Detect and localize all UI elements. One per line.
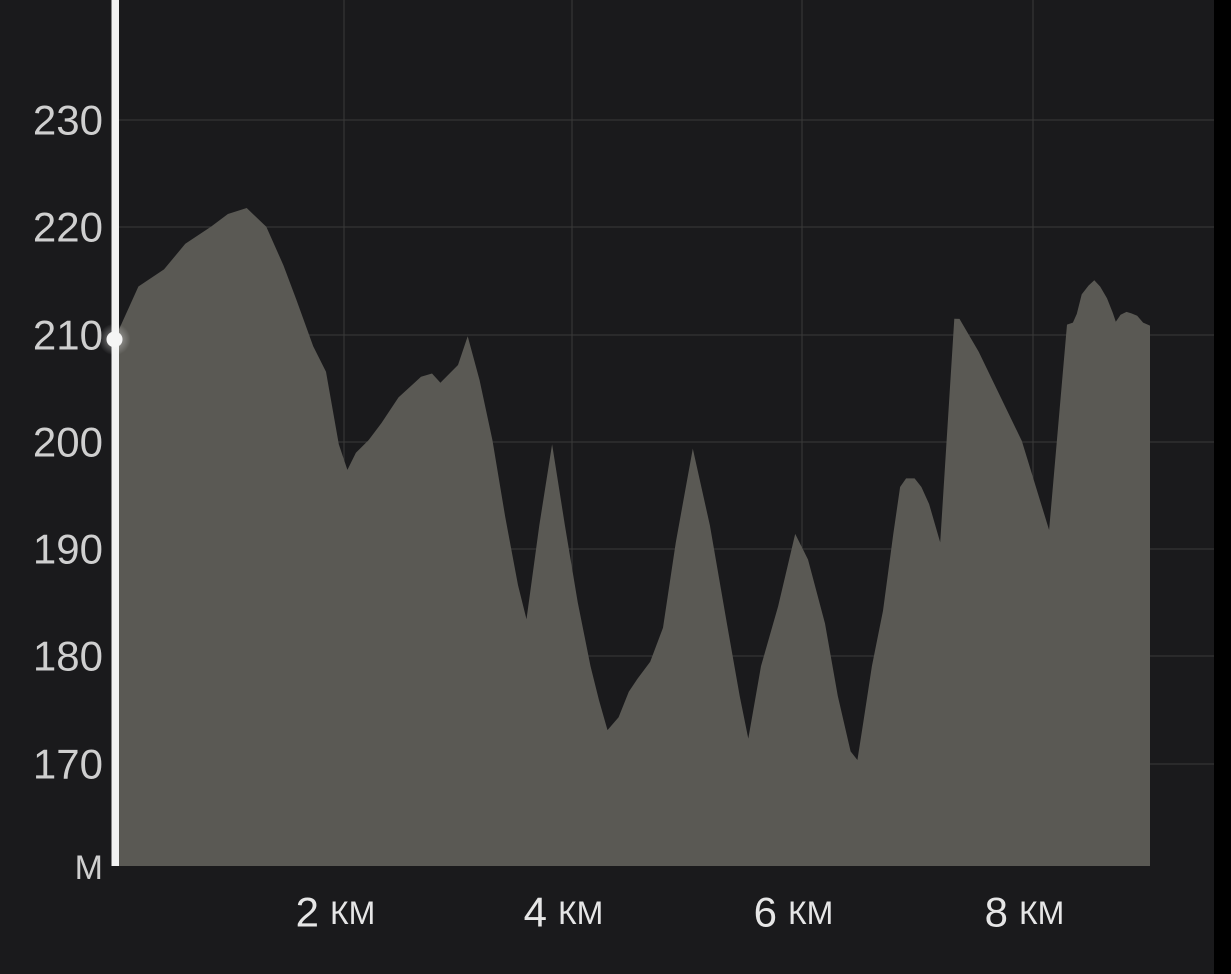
svg-text:6: 6 [754,889,777,936]
svg-text:190: 190 [33,526,103,573]
svg-text:220: 220 [33,204,103,251]
svg-text:230: 230 [33,97,103,144]
svg-text:210: 210 [33,312,103,359]
svg-text:КМ: КМ [1019,895,1064,931]
svg-text:M: M [75,849,103,887]
svg-text:200: 200 [33,419,103,466]
svg-text:180: 180 [33,633,103,680]
svg-text:КМ: КМ [788,895,833,931]
svg-text:8: 8 [985,889,1008,936]
svg-text:4: 4 [524,889,547,936]
svg-text:2: 2 [296,889,319,936]
svg-text:170: 170 [33,741,103,788]
svg-text:КМ: КМ [558,895,603,931]
svg-text:КМ: КМ [330,895,375,931]
